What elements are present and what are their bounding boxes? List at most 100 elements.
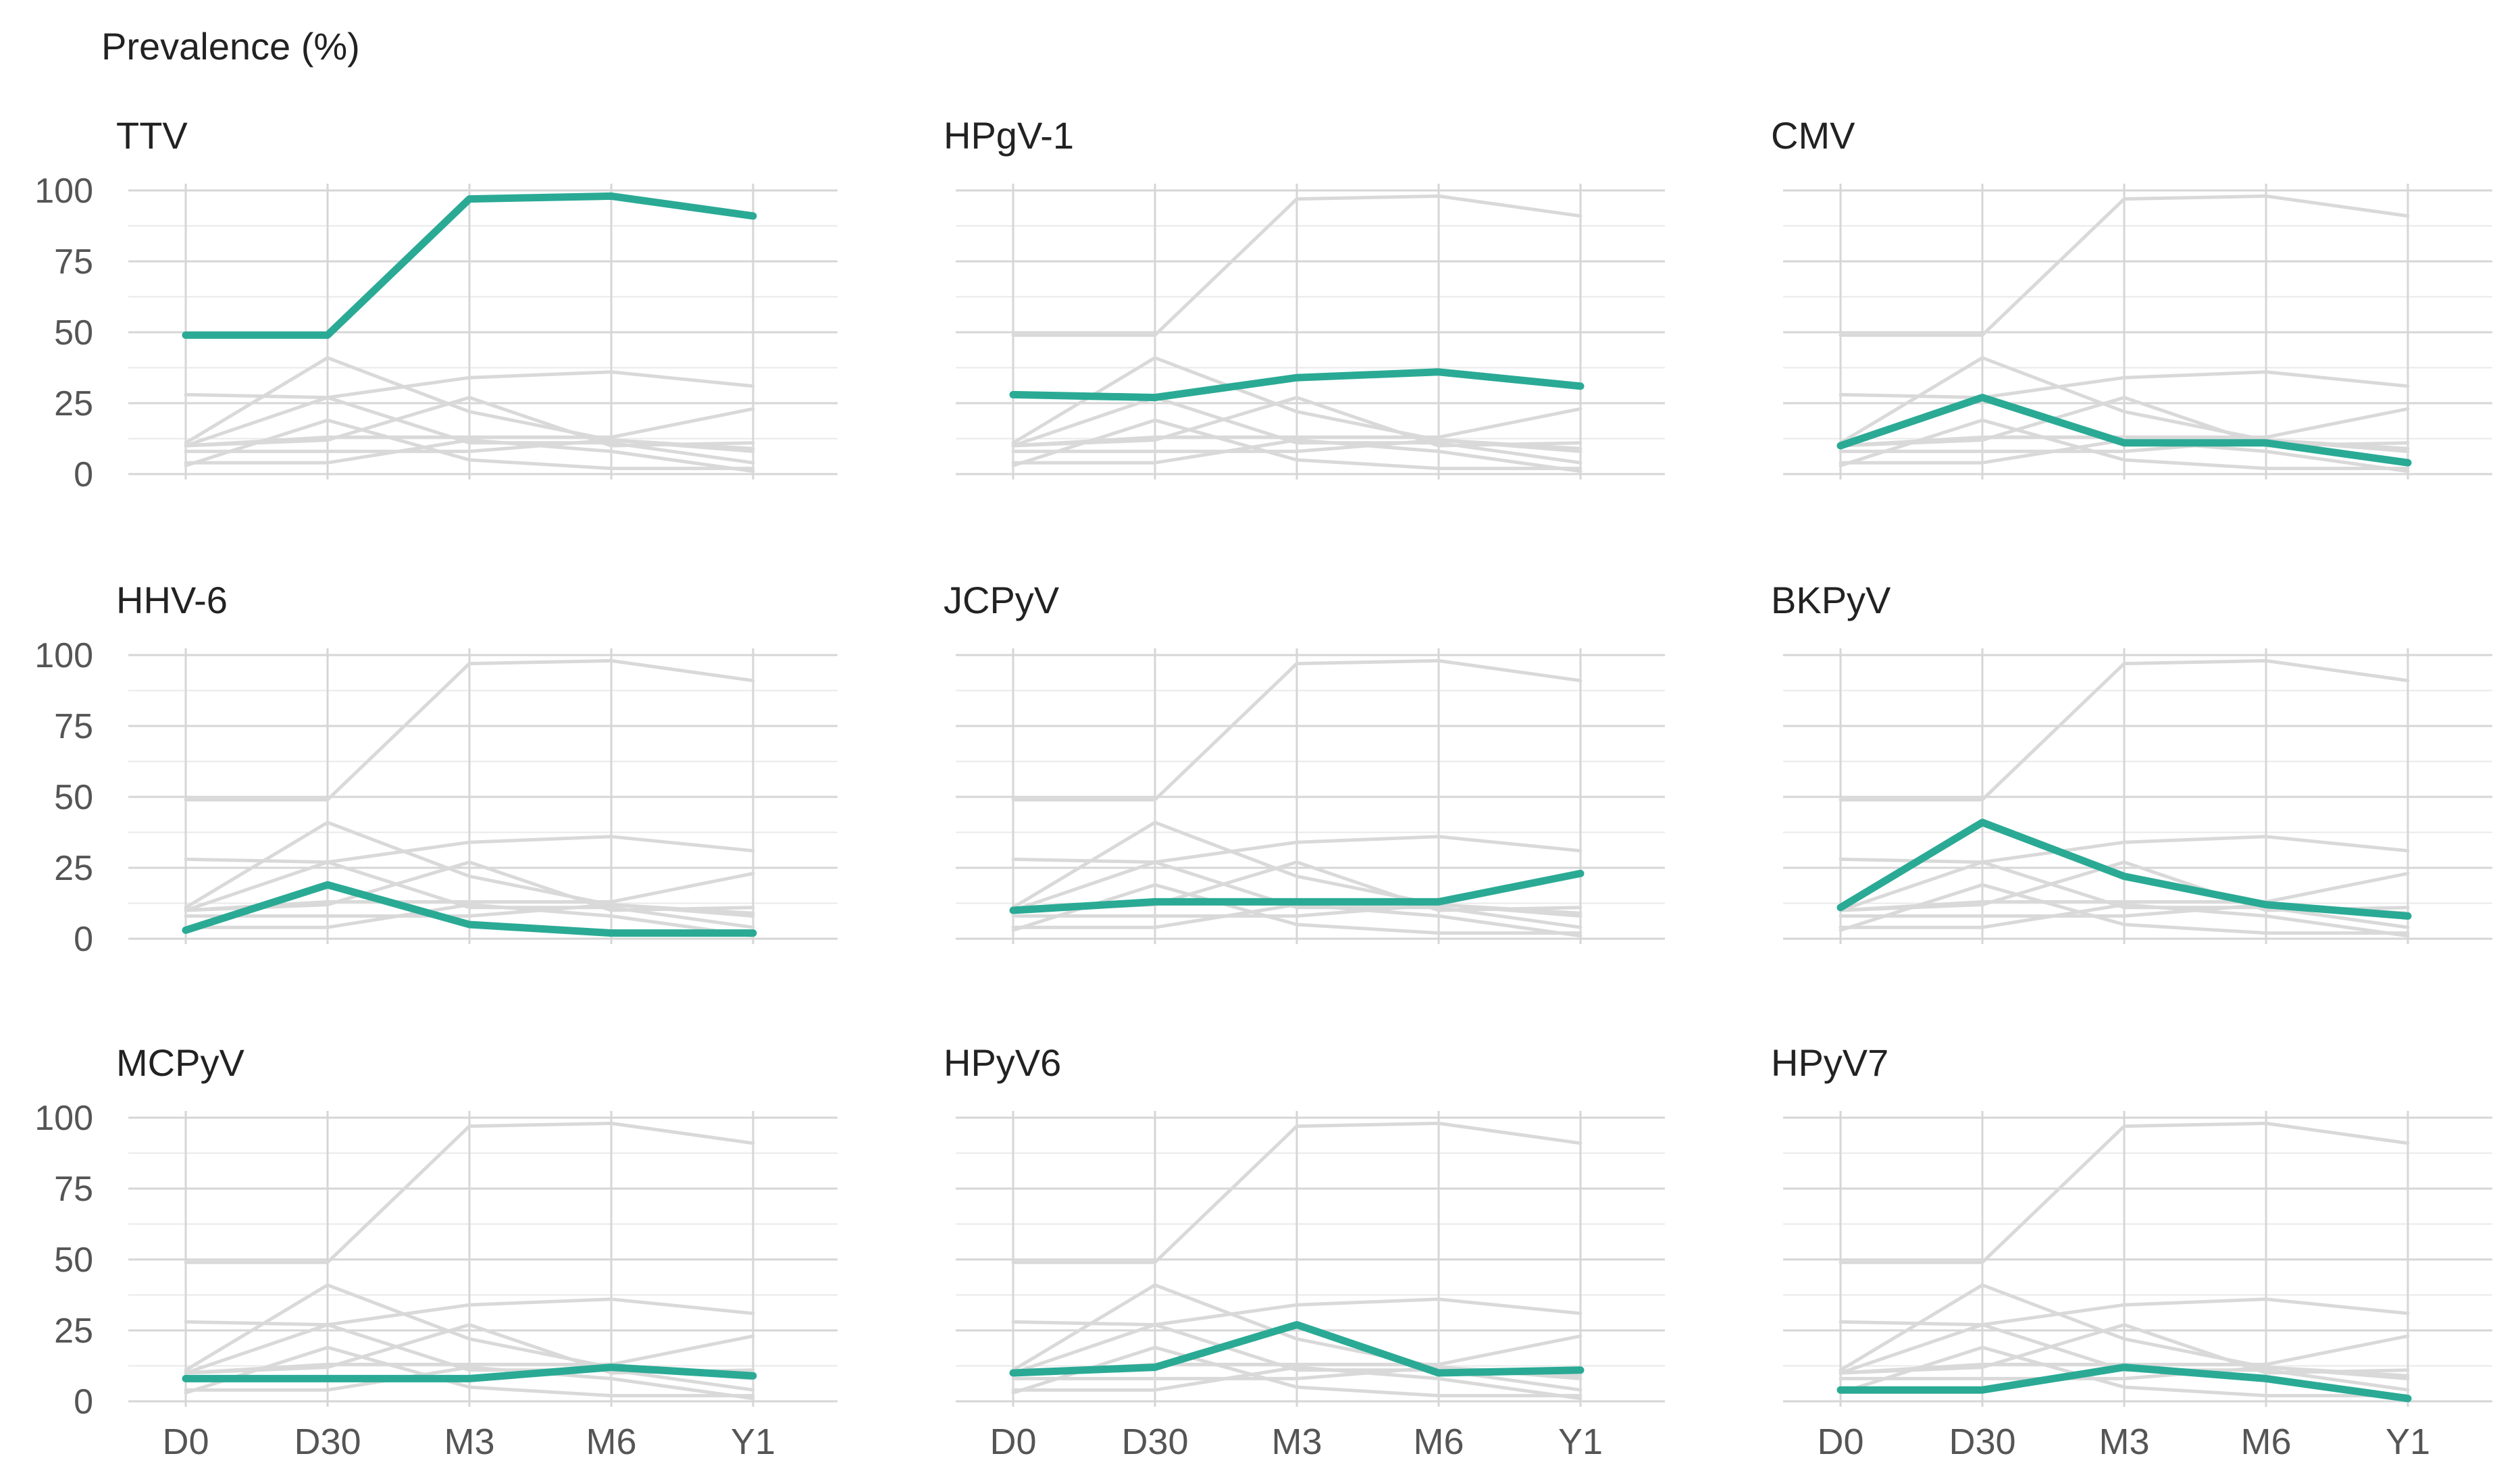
y-tick-label: 50 xyxy=(54,778,93,817)
facet-title: HHV-6 xyxy=(116,579,228,621)
background-series-line-mcpyv xyxy=(184,438,755,453)
background-series-line-hhv-6 xyxy=(184,418,755,471)
background-series-line-ttv xyxy=(1011,658,1583,802)
background-series-line-ttv xyxy=(1838,194,2410,337)
background-series-line-hpgv-1 xyxy=(1838,835,2410,864)
background-series-line-hpgv-1 xyxy=(1838,370,2410,400)
background-series-line-mcpyv xyxy=(1838,438,2410,453)
facet-title: HPgV-1 xyxy=(944,114,1074,157)
background-series-line-cmv xyxy=(1011,396,1583,465)
y-tick-label: 25 xyxy=(54,1311,93,1351)
background-series-line-mcpyv xyxy=(184,903,755,918)
x-tick-label: Y1 xyxy=(2386,1422,2430,1462)
facet-title: MCPyV xyxy=(116,1041,245,1084)
facet-mcpyv: MCPyV 0 25 50 75 100 D0 D30 M3 M6 Y1 xyxy=(34,1041,838,1462)
highlight-series-line-mcpyv xyxy=(182,1363,757,1382)
facet-bkpyv: BKPyV xyxy=(1771,579,2492,944)
facet-hpyv7: HPyV7 D0 D30 M3 M6 Y1 xyxy=(1771,1041,2492,1462)
facet-title: JCPyV xyxy=(944,579,1060,621)
background-series-line-ttv xyxy=(184,1121,755,1264)
facet-panels: TTV 0 25 50 75 100 HPgV-1 CMV HHV-6 0 25 50 75 100 JCP… xyxy=(34,114,2492,1462)
background-series-line-hhv-6 xyxy=(1838,1345,2410,1398)
facet-ttv: TTV 0 25 50 75 100 xyxy=(34,114,838,494)
highlight-series-line-cmv xyxy=(1836,394,2412,467)
facet-jcpyv: JCPyV xyxy=(944,579,1665,944)
background-series-line-hpyv6 xyxy=(184,396,755,448)
background-series-line-jcpyv xyxy=(184,1334,755,1375)
y-tick-label: 0 xyxy=(74,920,93,959)
highlight-series-line-bkpyv xyxy=(1836,819,2412,920)
background-series-line-hhv-6 xyxy=(1011,418,1583,471)
x-tick-label: D30 xyxy=(294,1422,361,1462)
x-tick-label: Y1 xyxy=(1558,1422,1603,1462)
y-tick-label: 25 xyxy=(54,849,93,888)
background-series-line-hhv-6 xyxy=(1011,1345,1583,1398)
background-series-line-hpgv-1 xyxy=(184,370,755,400)
background-series-line-jcpyv xyxy=(184,407,755,448)
y-tick-label: 25 xyxy=(54,384,93,423)
facet-title: TTV xyxy=(116,114,188,157)
background-series-line-hpyv7 xyxy=(1838,903,2410,938)
background-series-line-hpyv6 xyxy=(184,860,755,912)
background-series-line-hpyv7 xyxy=(184,438,755,473)
background-series-line-hpyv6 xyxy=(1838,396,2410,448)
y-axis-title: Prevalence (%) xyxy=(101,25,360,68)
background-series-line-ttv xyxy=(1011,194,1583,337)
x-tick-label: D0 xyxy=(1817,1422,1863,1462)
background-series-line-mcpyv xyxy=(1838,1366,2410,1380)
background-series-line-ttv xyxy=(1838,658,2410,802)
y-tick-label: 100 xyxy=(34,172,93,211)
background-series-line-hpyv7 xyxy=(1011,438,1583,473)
x-tick-label: Y1 xyxy=(731,1422,775,1462)
background-series-line-cmv xyxy=(184,860,755,929)
x-tick-label: M3 xyxy=(444,1422,494,1462)
x-tick-label: M6 xyxy=(586,1422,636,1462)
background-series-line-hhv-6 xyxy=(1838,418,2410,471)
background-series-line-hhv-6 xyxy=(1838,883,2410,935)
background-series-line-cmv xyxy=(1011,1323,1583,1392)
background-series-line-ttv xyxy=(184,658,755,802)
y-tick-label: 75 xyxy=(54,242,93,282)
highlight-series-line-hhv-6 xyxy=(182,881,757,937)
background-series-line-hpyv7 xyxy=(1011,1366,1583,1401)
background-series-line-hpgv-1 xyxy=(184,1297,755,1327)
x-tick-label: M3 xyxy=(2099,1422,2149,1462)
background-series-line-hpgv-1 xyxy=(1838,1297,2410,1327)
facet-hpyv6: HPyV6 D0 D30 M3 M6 Y1 xyxy=(944,1041,1665,1462)
background-series-line-jcpyv xyxy=(184,871,755,912)
x-tick-label: M3 xyxy=(1271,1422,1322,1462)
y-tick-label: 75 xyxy=(54,1170,93,1209)
y-tick-label: 100 xyxy=(34,636,93,675)
x-tick-label: D0 xyxy=(989,1422,1036,1462)
background-series-line-cmv xyxy=(184,396,755,465)
facet-title: HPyV7 xyxy=(1771,1041,1888,1084)
background-series-line-cmv xyxy=(184,1323,755,1392)
background-series-line-jcpyv xyxy=(1838,407,2410,448)
x-tick-label: D30 xyxy=(1949,1422,2015,1462)
y-tick-label: 50 xyxy=(54,1241,93,1280)
background-series-line-jcpyv xyxy=(1011,407,1583,448)
x-tick-label: M6 xyxy=(1413,1422,1464,1462)
background-series-line-cmv xyxy=(1011,860,1583,929)
background-series-line-hpyv6 xyxy=(1838,1323,2410,1375)
background-series-line-jcpyv xyxy=(1838,871,2410,912)
background-series-line-hpgv-1 xyxy=(184,835,755,864)
background-series-line-mcpyv xyxy=(1011,438,1583,453)
background-series-line-hpyv7 xyxy=(184,1366,755,1401)
x-tick-label: M6 xyxy=(2240,1422,2291,1462)
highlight-series-line-hpyv6 xyxy=(1009,1321,1585,1377)
background-series-line-hhv-6 xyxy=(1011,883,1583,935)
background-series-line-ttv xyxy=(1011,1121,1583,1264)
highlight-series-line-ttv xyxy=(182,192,757,339)
x-tick-label: D30 xyxy=(1121,1422,1188,1462)
x-tick-label: D0 xyxy=(162,1422,209,1462)
background-series-line-cmv xyxy=(1838,860,2410,929)
background-series-line-hpyv7 xyxy=(184,903,755,938)
y-tick-label: 100 xyxy=(34,1099,93,1138)
background-series-line-mcpyv xyxy=(1011,903,1583,918)
facet-title: HPyV6 xyxy=(944,1041,1061,1084)
facet-cmv: CMV xyxy=(1771,114,2492,479)
highlight-series-line-jcpyv xyxy=(1009,869,1585,914)
background-series-line-hpgv-1 xyxy=(1011,1297,1583,1327)
